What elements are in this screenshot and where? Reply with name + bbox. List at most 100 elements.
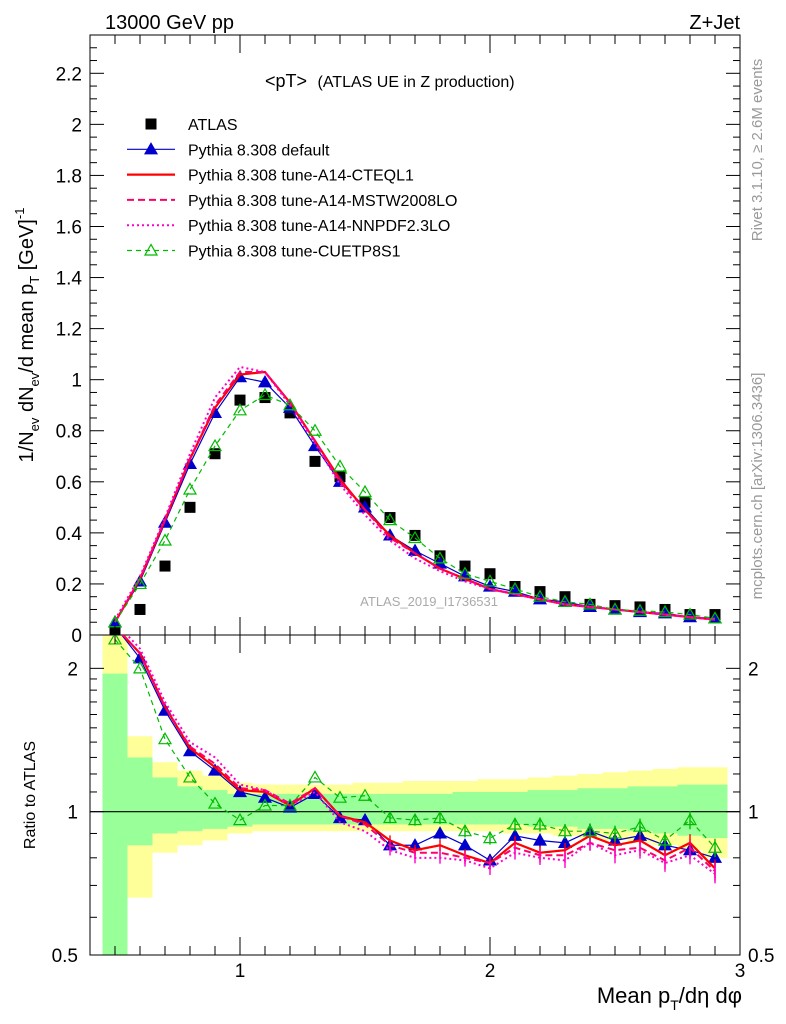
- series-marker-main: [182, 482, 198, 495]
- y-tick-label: 1.4: [56, 269, 83, 290]
- legend: ATLAS Pythia 8.308 default Pythia 8.308 tu…: [127, 117, 457, 261]
- series-marker-ratio: [207, 796, 223, 809]
- ratio-y-tick-label-right: 2: [748, 659, 759, 680]
- legend-label: Pythia 8.308 tune-A14-MSTW2008LO: [188, 193, 457, 210]
- y-tick-label: 2.2: [56, 64, 82, 85]
- plot-title-main: <pT>: [265, 71, 307, 91]
- atlas-data-point: [409, 529, 421, 541]
- band-inner-bin: [477, 791, 503, 825]
- series-marker-main: [257, 387, 273, 401]
- atlas-data-point: [484, 568, 496, 580]
- series-marker-main: [332, 459, 348, 472]
- band-inner-bin: [552, 790, 578, 827]
- atlas-data-point: [209, 448, 221, 460]
- ratio-y-tick-label-right: 1: [748, 803, 759, 824]
- mcplots-credit-label: mcplots.cern.ch [arXiv:1306.3436]: [749, 373, 766, 600]
- series-marker-main: [457, 566, 473, 579]
- atlas-data-point: [284, 407, 296, 419]
- series-line-main: [114, 394, 716, 623]
- header-energy-label: 13000 GeV pp: [105, 12, 234, 34]
- series-marker-main: [707, 611, 723, 624]
- series-line-main: [114, 370, 716, 623]
- x-axis: 1 2 3: [89, 35, 746, 982]
- atlas-data-point: [434, 550, 446, 562]
- series-marker-ratio: [257, 798, 273, 811]
- series-marker-main: [207, 438, 223, 452]
- atlas-data-point: [184, 501, 196, 513]
- series-marker-ratio: [332, 790, 348, 803]
- series-marker-ratio: [232, 812, 248, 826]
- atlas-data-point: [159, 560, 171, 572]
- series-marker-ratio: [282, 800, 298, 813]
- ratio-y-tick-label: 1: [67, 803, 78, 824]
- y-tick-label: 0: [71, 626, 82, 647]
- series-marker-main: [232, 403, 248, 416]
- y-axis-label: 1/Nev dNev/d mean pT [GeV]-1: [12, 208, 42, 463]
- legend-label: Pythia 8.308 default: [188, 142, 330, 159]
- series-marker-main: [157, 533, 173, 546]
- y-tick-label: 2: [71, 115, 82, 136]
- band-inner-bin: [202, 790, 228, 829]
- y-tick-label: 1.2: [56, 320, 82, 341]
- band-inner-bin: [152, 777, 178, 834]
- series-marker-main: [382, 512, 398, 526]
- series-marker-main: [482, 574, 498, 587]
- series-marker-main: [432, 551, 448, 564]
- y-tick-label: 0.2: [56, 575, 82, 596]
- band-inner-bin: [652, 786, 678, 834]
- series-marker-main: [132, 576, 148, 590]
- series-marker-ratio: [257, 790, 273, 803]
- series-marker-main: [582, 597, 598, 610]
- legend-label: ATLAS: [188, 117, 238, 134]
- ratio-y-axis-label: Ratio to ATLAS: [22, 741, 39, 849]
- ratio-curves: [107, 635, 723, 884]
- series-marker-ratio: [282, 798, 298, 811]
- series-marker-main: [307, 423, 323, 436]
- atlas-data-point: [384, 512, 396, 524]
- series-marker-main: [657, 604, 673, 618]
- y-tick-label: 0.4: [56, 524, 83, 545]
- series-marker-main: [357, 484, 373, 498]
- legend-marker-atlas: [145, 118, 157, 130]
- series-marker-main: [557, 594, 573, 607]
- ratio-uncertainty-bands: [90, 635, 740, 955]
- series-marker-ratio: [357, 788, 373, 801]
- band-inner-bin: [177, 786, 203, 832]
- ratio-y-axis: 0.5 0.5 1 1 2 2: [52, 659, 775, 967]
- band-inner-bin: [102, 673, 128, 955]
- main-y-axis: 0 0.2 0.4 0.6 0.8 1 1.2 1.4 1.6 1.8 2 2.2: [56, 34, 740, 647]
- x-tick-label: 3: [735, 961, 746, 982]
- rivet-version-label: Rivet 3.1.10, ≥ 2.6M events: [749, 59, 766, 242]
- series-marker-ratio: [307, 770, 323, 783]
- legend-label: Pythia 8.308 tune-A14-NNPDF2.3LO: [188, 218, 450, 235]
- y-tick-label: 0.6: [56, 473, 82, 494]
- x-axis-label: Mean pT/dη dφ: [597, 983, 742, 1013]
- plot-title: <pT> (ATLAS UE in Z production): [265, 71, 515, 91]
- series-marker-main: [632, 603, 648, 616]
- series-marker-main: [682, 607, 698, 620]
- atlas-data-point: [459, 560, 471, 572]
- ratio-y-tick-label: 0.5: [52, 946, 78, 967]
- y-tick-label: 0.8: [56, 422, 82, 443]
- legend-marker: [143, 243, 159, 256]
- series-line-main: [114, 371, 716, 623]
- x-tick-label: 2: [485, 961, 496, 982]
- series-marker-main: [257, 375, 273, 388]
- y-tick-label: 1: [71, 371, 82, 392]
- band-inner-bin: [452, 791, 478, 825]
- plot-title-sub: (ATLAS UE in Z production): [317, 74, 514, 91]
- series-marker-main: [407, 530, 423, 544]
- analysis-watermark: ATLAS_2019_I1736531: [360, 594, 498, 609]
- atlas-data-point: [134, 603, 146, 615]
- band-inner-bin: [577, 788, 603, 829]
- series-marker-main: [532, 589, 548, 602]
- legend-marker: [143, 142, 159, 155]
- atlas-data-point: [234, 394, 246, 406]
- ratio-y-tick-label: 2: [67, 659, 78, 680]
- series-marker-ratio: [182, 770, 198, 783]
- legend-label: Pythia 8.308 tune-CUETP8S1: [188, 244, 401, 261]
- main-curves: [107, 365, 723, 635]
- series-line-main: [114, 376, 716, 623]
- header-process-label: Z+Jet: [689, 12, 740, 34]
